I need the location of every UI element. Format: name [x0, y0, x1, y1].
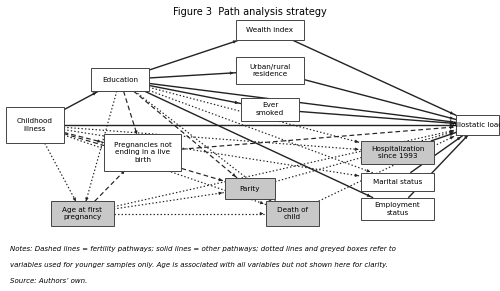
- Bar: [266, 201, 319, 226]
- Bar: [104, 134, 181, 171]
- Bar: [236, 19, 304, 40]
- Text: Pregnancies not
ending in a live
birth: Pregnancies not ending in a live birth: [114, 142, 172, 163]
- Text: Ever
smoked: Ever smoked: [256, 102, 284, 116]
- Text: Parity: Parity: [240, 186, 260, 192]
- Text: Source: Authors’ own.: Source: Authors’ own.: [10, 278, 88, 284]
- Bar: [456, 115, 499, 135]
- Bar: [225, 178, 275, 199]
- Bar: [242, 98, 299, 120]
- Text: Urban/rural
residence: Urban/rural residence: [250, 64, 290, 77]
- Text: Employment
status: Employment status: [374, 202, 420, 216]
- Text: variables used for younger samples only. Age is associated with all variables bu: variables used for younger samples only.…: [10, 262, 388, 268]
- Text: Notes: Dashed lines = fertility pathways; solid lines = other pathways; dotted l: Notes: Dashed lines = fertility pathways…: [10, 246, 396, 252]
- Text: Childhood
illness: Childhood illness: [17, 118, 53, 132]
- Bar: [6, 107, 64, 143]
- Text: Age at first
pregnancy: Age at first pregnancy: [62, 207, 102, 220]
- Bar: [91, 68, 149, 91]
- Text: Wealth index: Wealth index: [246, 27, 294, 33]
- Bar: [361, 173, 434, 191]
- Text: Figure 3  Path analysis strategy: Figure 3 Path analysis strategy: [173, 7, 327, 17]
- Text: Education: Education: [102, 77, 138, 83]
- Text: Hospitalization
since 1993: Hospitalization since 1993: [371, 146, 424, 159]
- Text: Allostatic load: Allostatic load: [452, 122, 500, 128]
- Bar: [52, 201, 114, 226]
- Text: Death of
child: Death of child: [277, 207, 308, 220]
- Bar: [361, 141, 434, 164]
- Bar: [361, 198, 434, 221]
- Text: Marital status: Marital status: [373, 179, 422, 185]
- Bar: [236, 57, 304, 84]
